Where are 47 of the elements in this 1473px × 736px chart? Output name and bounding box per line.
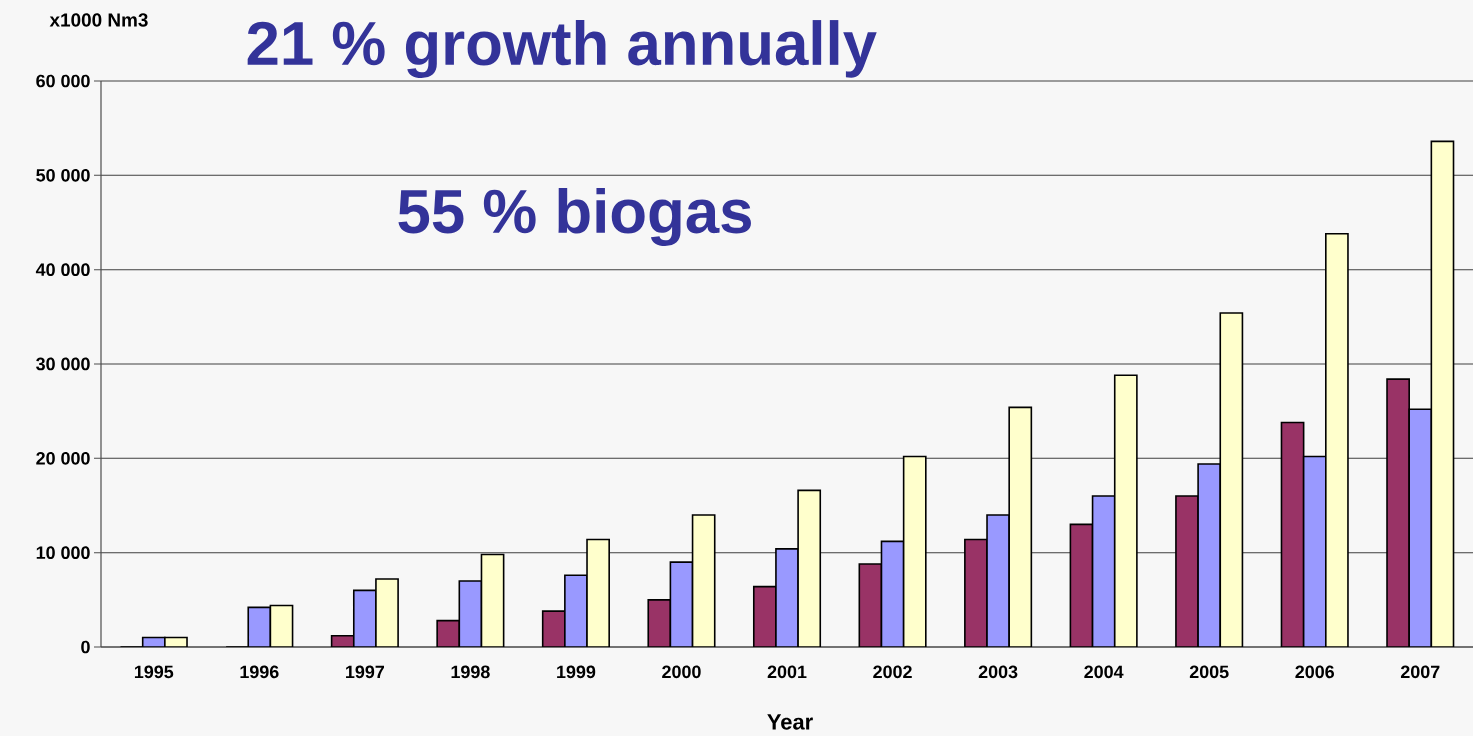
x-tick-label: 1999 xyxy=(557,665,596,679)
bar xyxy=(1113,374,1138,647)
bar xyxy=(436,619,461,647)
annotation: 55 % biogas xyxy=(398,188,751,246)
bar xyxy=(1069,523,1094,647)
bar xyxy=(458,580,483,647)
bar xyxy=(269,604,294,647)
x-tick-label: 2006 xyxy=(1295,665,1335,679)
y-tick-label: 10 000 xyxy=(36,546,90,560)
text: 21 % growth annually xyxy=(247,20,877,78)
bar xyxy=(1408,408,1433,647)
x-tick-label: 2002 xyxy=(873,665,912,679)
y-tick-label: 0 xyxy=(81,640,90,654)
y-tick-label: 60 000 xyxy=(36,74,90,88)
bar xyxy=(1008,406,1033,647)
bar xyxy=(1430,140,1455,647)
bar xyxy=(1280,421,1305,647)
bar xyxy=(1386,378,1410,647)
y-tick-label: 50 000 xyxy=(36,168,90,182)
x-tick-label: 2007 xyxy=(1400,665,1440,679)
bar xyxy=(1302,455,1327,647)
bar xyxy=(669,561,694,647)
x-tick-label: 1996 xyxy=(240,665,279,679)
bar xyxy=(247,606,272,647)
bar xyxy=(858,563,883,647)
x-tick-label: 1998 xyxy=(451,665,490,679)
bar xyxy=(541,610,566,647)
x-tick-label: 2001 xyxy=(767,665,807,679)
bar xyxy=(1091,495,1116,647)
y-axis-title: x1000 Nm3 xyxy=(49,13,148,27)
bar xyxy=(880,540,905,647)
bar xyxy=(902,455,927,647)
bar xyxy=(1219,312,1244,647)
y-tick-label: 20 000 xyxy=(36,451,90,465)
bar xyxy=(480,553,505,647)
x-axis-title: Year xyxy=(767,714,813,730)
x-tick-label: 2004 xyxy=(1084,665,1124,679)
x-tick-label: 2005 xyxy=(1189,665,1229,679)
x-tick-label: 1997 xyxy=(346,665,385,679)
x-tick-label: 2003 xyxy=(978,665,1018,679)
x-tick-label: 2000 xyxy=(662,665,701,679)
x-tick-label: 1995 xyxy=(134,665,174,679)
y-tick-label: 30 000 xyxy=(36,357,90,371)
bar xyxy=(647,599,672,647)
bar xyxy=(1325,233,1349,647)
bar xyxy=(691,514,716,647)
y-tick-label: 40 000 xyxy=(35,263,90,276)
